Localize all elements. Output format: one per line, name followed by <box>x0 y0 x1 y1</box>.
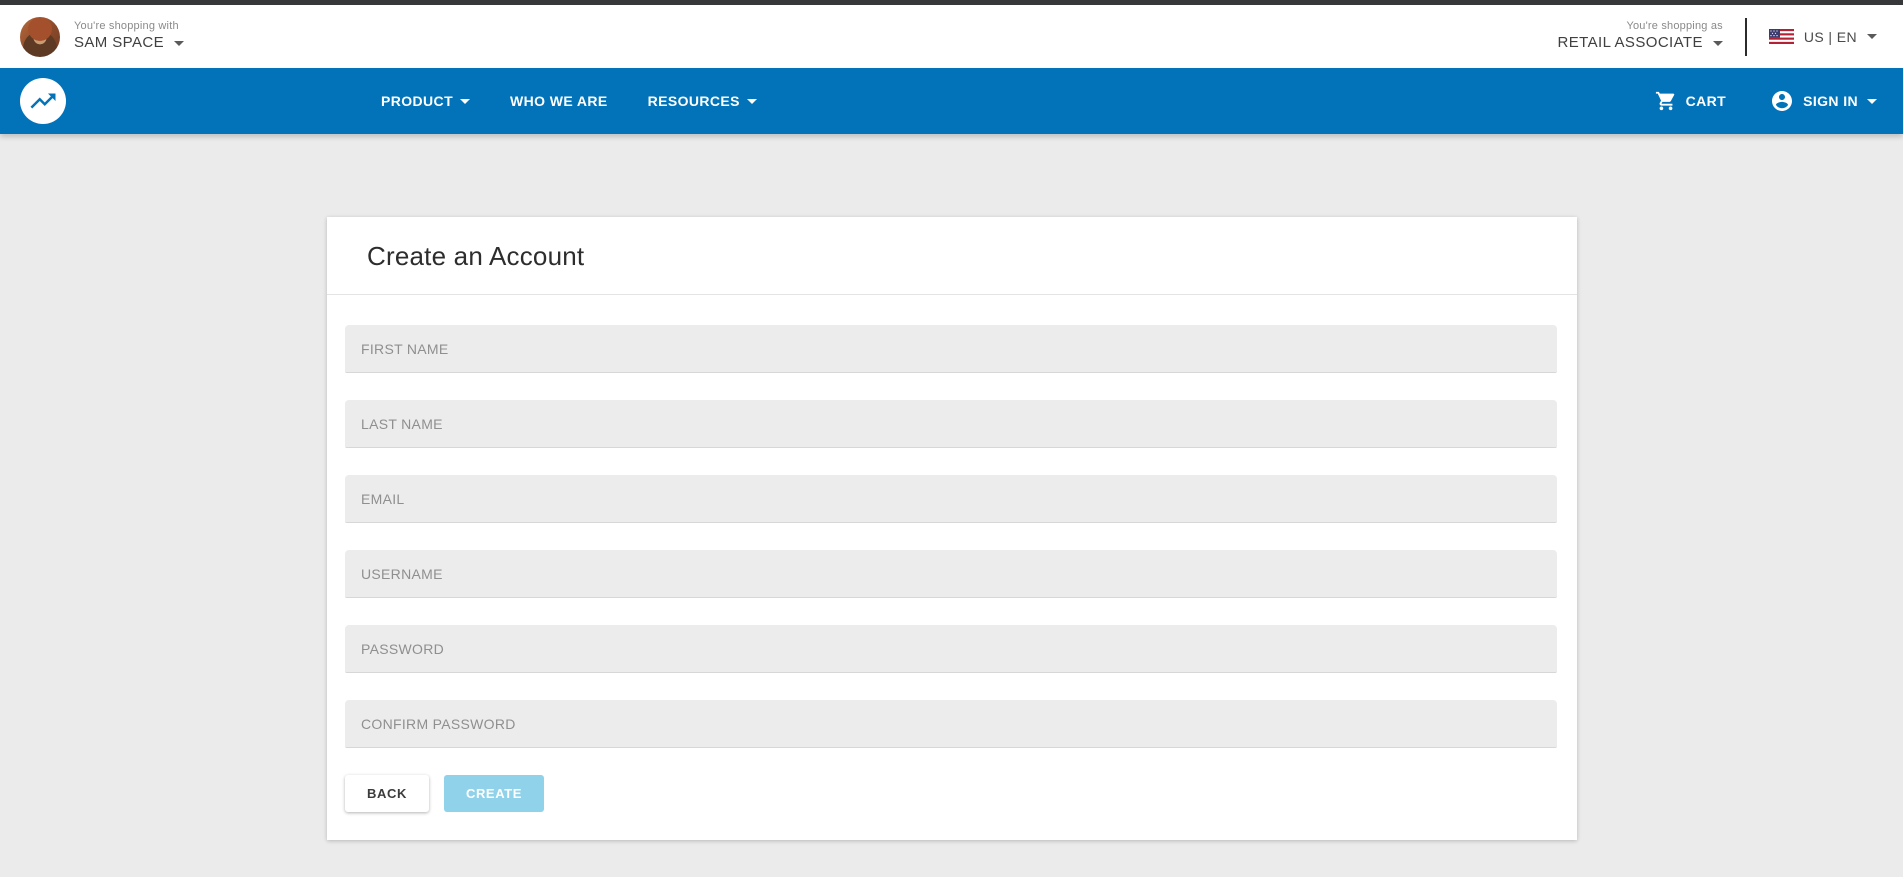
locale-text: US | EN <box>1803 28 1857 45</box>
nav-item-label: RESOURCES <box>647 93 740 109</box>
first-name-field[interactable] <box>345 325 1557 373</box>
trending-up-icon <box>30 93 56 109</box>
chevron-down-icon <box>746 98 757 104</box>
password-field[interactable] <box>345 625 1557 673</box>
shopper-name: SAM SPACE <box>74 34 165 51</box>
create-account-form: BACK CREATE <box>327 295 1577 840</box>
create-button[interactable]: CREATE <box>443 775 545 812</box>
nav-item-product[interactable]: PRODUCT <box>381 93 471 109</box>
top-strip <box>0 0 1903 5</box>
page-title: Create an Account <box>367 241 585 271</box>
shopper-avatar <box>20 16 60 57</box>
logo[interactable] <box>20 78 66 124</box>
last-name-field[interactable] <box>345 400 1557 448</box>
shopper-selector[interactable]: SAM SPACE <box>74 34 185 53</box>
chevron-down-icon <box>1867 98 1877 104</box>
main-nav: PRODUCT WHO WE ARE RESOURCES CART SIGN I… <box>0 68 1903 134</box>
confirm-password-field[interactable] <box>345 700 1557 748</box>
cart-label: CART <box>1685 93 1727 109</box>
cart-button[interactable]: CART <box>1655 90 1726 112</box>
role-selector[interactable]: RETAIL ASSOCIATE <box>1558 34 1723 53</box>
chevron-down-icon <box>1712 40 1723 46</box>
card-header: Create an Account <box>327 217 1577 295</box>
utility-bar: You're shopping with SAM SPACE You're sh… <box>0 5 1903 68</box>
locale-selector[interactable]: US | EN <box>1768 28 1877 45</box>
form-actions: BACK CREATE <box>345 775 1557 812</box>
sign-in-button[interactable]: SIGN IN <box>1770 89 1877 113</box>
nav-item-label: PRODUCT <box>381 93 454 109</box>
username-field[interactable] <box>345 550 1557 598</box>
role-name: RETAIL ASSOCIATE <box>1557 34 1703 51</box>
chevron-down-icon <box>1867 34 1877 39</box>
us-flag-icon <box>1768 29 1794 44</box>
nav-item-who-we-are[interactable]: WHO WE ARE <box>510 93 608 109</box>
back-button[interactable]: BACK <box>345 775 429 812</box>
email-field[interactable] <box>345 475 1557 523</box>
account-circle-icon <box>1772 91 1793 111</box>
shopping-as-label: You're shopping as <box>1626 20 1723 33</box>
sign-in-label: SIGN IN <box>1803 93 1858 109</box>
create-account-card: Create an Account BACK CREATE <box>327 217 1577 840</box>
cart-icon <box>1655 91 1674 111</box>
divider <box>1744 17 1747 56</box>
page-content: Create an Account BACK CREATE <box>0 134 1903 840</box>
nav-item-label: WHO WE ARE <box>510 93 608 109</box>
chevron-down-icon <box>460 98 471 104</box>
nav-item-resources[interactable]: RESOURCES <box>648 93 757 109</box>
shopping-with-label: You're shopping with <box>74 20 179 33</box>
chevron-down-icon <box>174 40 185 46</box>
